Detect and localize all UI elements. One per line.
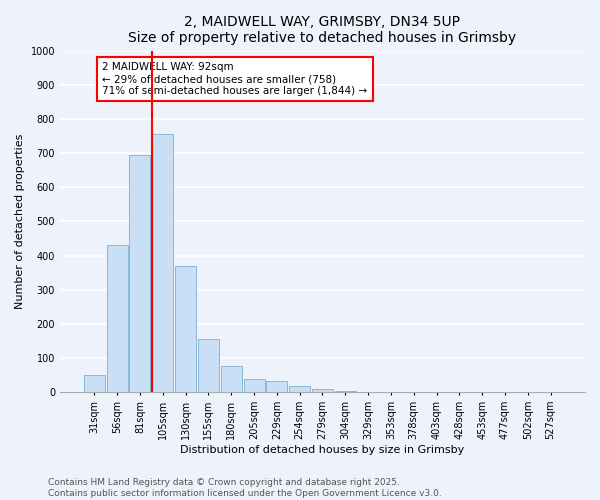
X-axis label: Distribution of detached houses by size in Grimsby: Distribution of detached houses by size …: [181, 445, 464, 455]
Bar: [266, 381, 287, 392]
Bar: [335, 390, 356, 392]
Bar: [198, 338, 219, 392]
Bar: [289, 386, 310, 392]
Bar: [152, 134, 173, 392]
Bar: [221, 366, 242, 392]
Bar: [130, 156, 151, 392]
Bar: [84, 374, 105, 392]
Bar: [107, 246, 128, 392]
Text: 2 MAIDWELL WAY: 92sqm
← 29% of detached houses are smaller (758)
71% of semi-det: 2 MAIDWELL WAY: 92sqm ← 29% of detached …: [102, 62, 367, 96]
Bar: [312, 388, 333, 392]
Bar: [244, 378, 265, 392]
Text: Contains HM Land Registry data © Crown copyright and database right 2025.
Contai: Contains HM Land Registry data © Crown c…: [48, 478, 442, 498]
Bar: [175, 266, 196, 392]
Title: 2, MAIDWELL WAY, GRIMSBY, DN34 5UP
Size of property relative to detached houses : 2, MAIDWELL WAY, GRIMSBY, DN34 5UP Size …: [128, 15, 517, 45]
Y-axis label: Number of detached properties: Number of detached properties: [15, 134, 25, 309]
